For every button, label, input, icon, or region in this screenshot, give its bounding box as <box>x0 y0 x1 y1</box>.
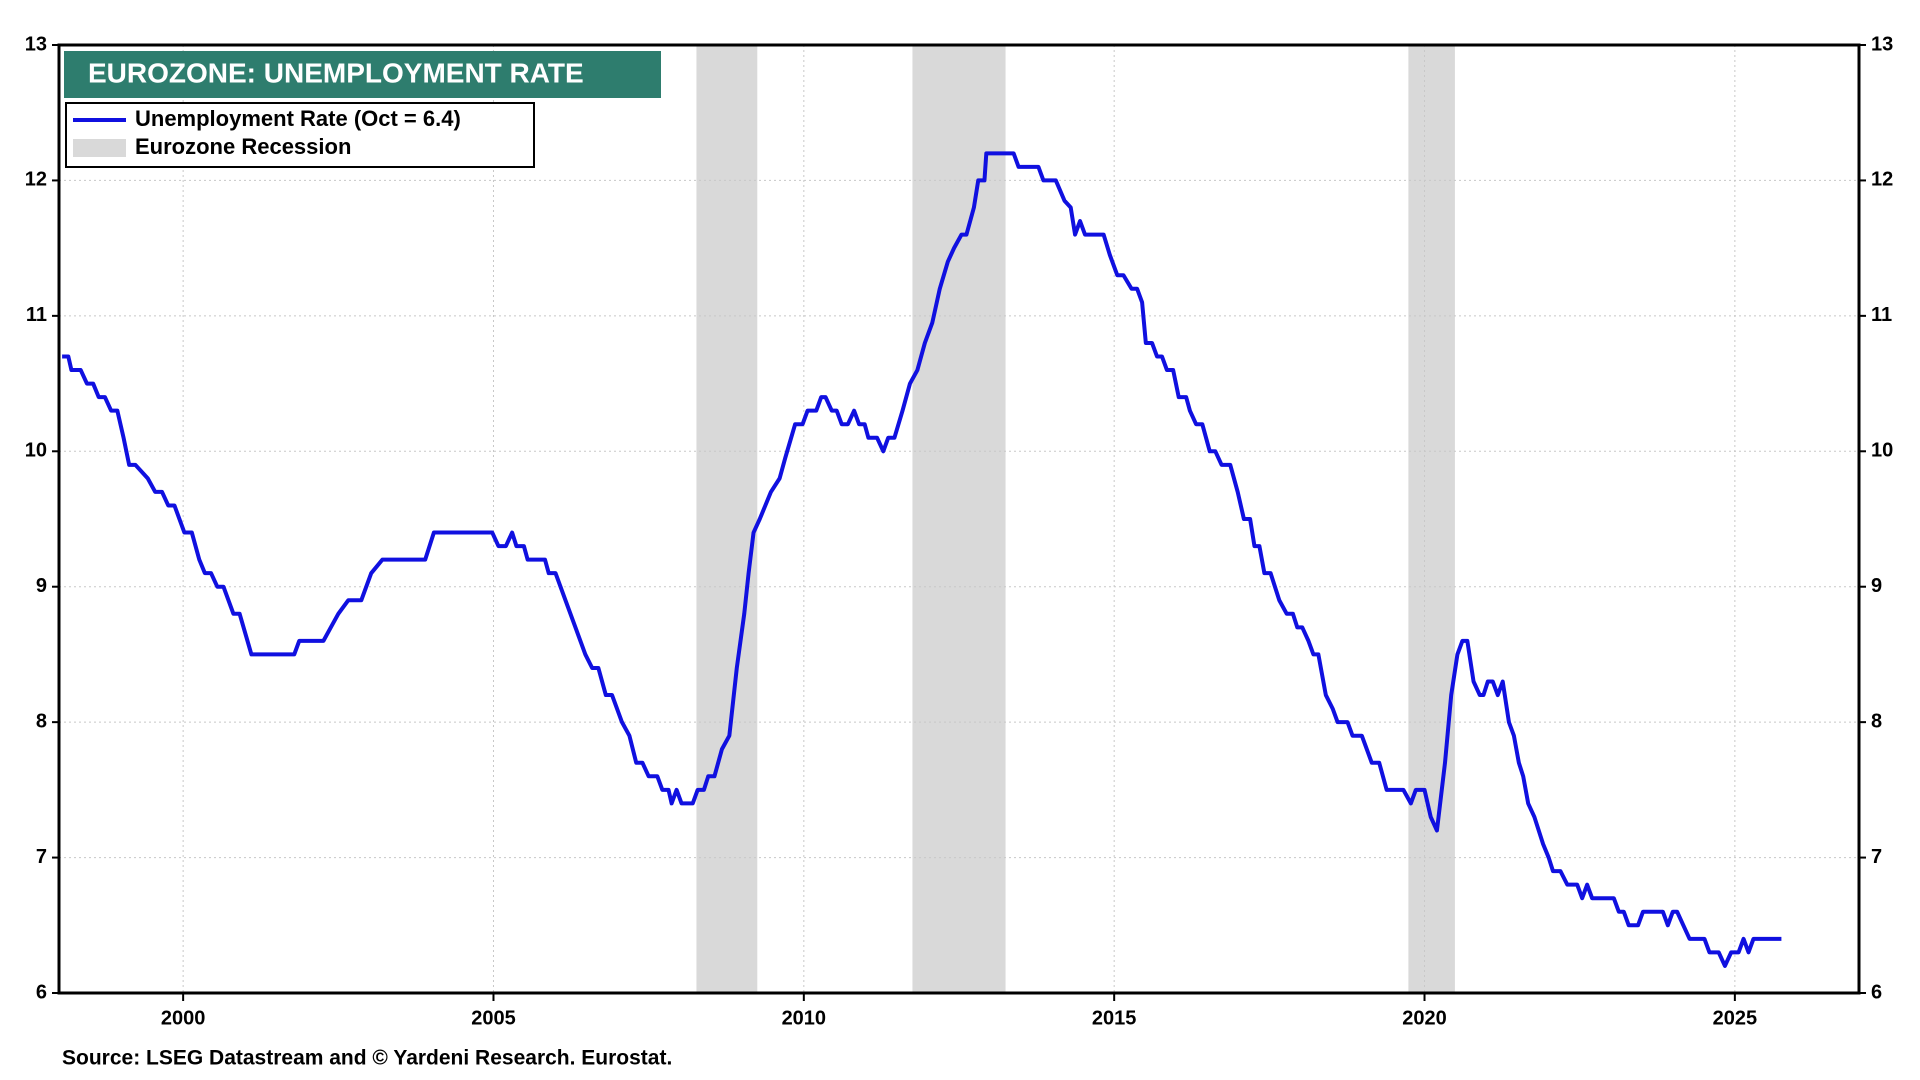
x-tick-label: 2020 <box>1402 1007 1447 1029</box>
data-line <box>62 151 1782 968</box>
recession-band <box>912 45 1006 993</box>
legend-area-swatch <box>73 139 126 157</box>
y-tick-label: 12 <box>25 169 47 191</box>
recession-band <box>1408 45 1455 993</box>
x-tick-label: 2005 <box>471 1007 516 1029</box>
chart-title: EUROZONE: UNEMPLOYMENT RATE <box>88 57 584 88</box>
y-tick-label: 7 <box>36 846 47 868</box>
y-tick-label: 10 <box>25 440 47 462</box>
legend-box <box>65 102 535 168</box>
y-tick-label: 6 <box>36 981 47 1003</box>
y-tick-label: 8 <box>36 710 47 732</box>
y-tick-label: 11 <box>26 304 47 326</box>
foreground-layer: 6 7 8 9 10 11 12 13 6 7 8 9 10 11 12 13 2000 2005 2010 2015… <box>25 33 1894 1029</box>
x-tick-label: 2010 <box>782 1007 827 1029</box>
y2-tick-label: 12 <box>1871 169 1893 191</box>
y2-tick-label: 11 <box>1871 304 1892 326</box>
legend-label: Unemployment Rate (Oct = 6.4) <box>135 106 461 131</box>
y-tick-label: 9 <box>36 575 47 597</box>
y2-tick-label: 10 <box>1871 440 1893 462</box>
y2-tick-label: 13 <box>1871 33 1893 55</box>
source-note: Source: LSEG Datastream and © Yardeni Re… <box>62 1047 672 1070</box>
x-tick-label: 2025 <box>1713 1007 1758 1029</box>
legend-label: Eurozone Recession <box>135 134 351 159</box>
x-tick-label: 2015 <box>1092 1007 1137 1029</box>
title-box <box>64 51 661 98</box>
x-tick-label: 2000 <box>161 1007 206 1029</box>
y2-tick-label: 6 <box>1871 981 1882 1003</box>
y2-tick-label: 7 <box>1871 846 1882 868</box>
background-layer <box>59 44 1859 994</box>
y2-tick-label: 8 <box>1871 710 1882 732</box>
plot-frame <box>57 43 1861 995</box>
recession-band <box>696 45 758 993</box>
y2-tick-label: 9 <box>1871 575 1882 597</box>
y-tick-label: 13 <box>25 33 47 55</box>
